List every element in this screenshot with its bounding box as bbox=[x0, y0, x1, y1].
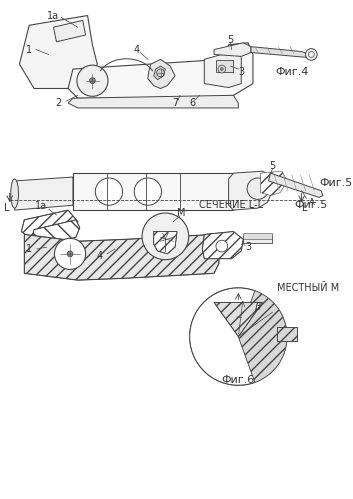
Polygon shape bbox=[31, 220, 80, 247]
Ellipse shape bbox=[247, 178, 269, 200]
Text: Фиг.6: Фиг.6 bbox=[222, 375, 255, 385]
Polygon shape bbox=[68, 43, 253, 98]
Circle shape bbox=[90, 78, 95, 84]
Polygon shape bbox=[269, 173, 323, 198]
Text: 1: 1 bbox=[26, 44, 32, 54]
Text: 7: 7 bbox=[172, 98, 178, 108]
Wedge shape bbox=[238, 291, 287, 382]
Circle shape bbox=[142, 213, 189, 259]
Text: $\beta$: $\beta$ bbox=[254, 300, 262, 314]
Text: 2: 2 bbox=[55, 98, 61, 108]
Polygon shape bbox=[261, 171, 287, 196]
Polygon shape bbox=[204, 52, 241, 87]
Text: МЕСТНЫЙ М: МЕСТНЫЙ М bbox=[277, 283, 340, 293]
Bar bbox=[216, 60, 233, 72]
Circle shape bbox=[190, 288, 287, 385]
Polygon shape bbox=[214, 302, 263, 336]
Polygon shape bbox=[19, 15, 97, 88]
Circle shape bbox=[67, 251, 73, 257]
Text: СЕЧЕНИЕ L-L: СЕЧЕНИЕ L-L bbox=[199, 200, 264, 210]
Polygon shape bbox=[154, 66, 166, 80]
Bar bbox=[73, 173, 233, 210]
Text: 1а: 1а bbox=[35, 201, 47, 211]
Text: 3: 3 bbox=[238, 67, 244, 77]
Circle shape bbox=[216, 240, 228, 252]
Polygon shape bbox=[68, 95, 238, 108]
Polygon shape bbox=[154, 232, 177, 254]
Text: L: L bbox=[302, 203, 307, 213]
Polygon shape bbox=[251, 47, 309, 57]
Text: А: А bbox=[309, 198, 314, 207]
Text: Фиг.5: Фиг.5 bbox=[295, 200, 328, 210]
Polygon shape bbox=[277, 327, 297, 341]
Circle shape bbox=[77, 65, 108, 96]
Wedge shape bbox=[190, 288, 255, 385]
Circle shape bbox=[220, 67, 223, 70]
Text: Фиг.5: Фиг.5 bbox=[319, 178, 352, 188]
Text: 1а: 1а bbox=[47, 10, 60, 20]
Bar bbox=[243, 236, 273, 243]
Text: 3: 3 bbox=[245, 242, 251, 252]
Ellipse shape bbox=[95, 178, 122, 205]
Circle shape bbox=[218, 65, 226, 73]
Text: L: L bbox=[4, 203, 10, 213]
Polygon shape bbox=[22, 210, 78, 241]
Text: 4: 4 bbox=[133, 44, 139, 54]
Polygon shape bbox=[14, 177, 73, 210]
Polygon shape bbox=[229, 171, 273, 210]
Text: М: М bbox=[177, 208, 185, 218]
Text: 5: 5 bbox=[227, 35, 234, 45]
Text: Фиг.4: Фиг.4 bbox=[275, 67, 309, 77]
Circle shape bbox=[54, 239, 86, 269]
Text: 1: 1 bbox=[26, 244, 32, 254]
Ellipse shape bbox=[11, 179, 18, 208]
Polygon shape bbox=[202, 232, 243, 259]
Polygon shape bbox=[54, 20, 86, 42]
Text: 5: 5 bbox=[269, 161, 276, 171]
Text: 6: 6 bbox=[190, 98, 196, 108]
Bar bbox=[243, 234, 273, 240]
Circle shape bbox=[305, 48, 317, 60]
Polygon shape bbox=[214, 43, 251, 56]
Polygon shape bbox=[148, 59, 175, 88]
Text: 4: 4 bbox=[96, 251, 102, 261]
Polygon shape bbox=[24, 235, 219, 280]
Ellipse shape bbox=[134, 178, 161, 205]
